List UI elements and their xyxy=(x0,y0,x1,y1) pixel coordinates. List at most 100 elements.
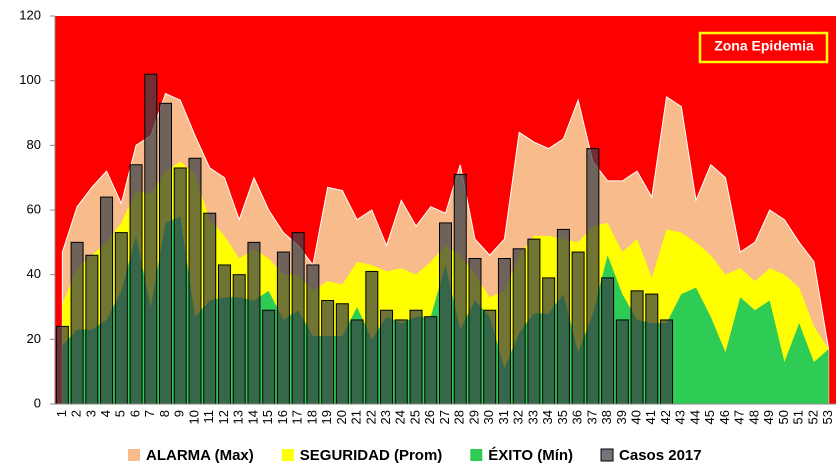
legend-label: Casos 2017 xyxy=(619,447,702,464)
x-tick-label: 47 xyxy=(732,410,747,424)
bar xyxy=(291,232,305,405)
x-tick-label: 41 xyxy=(643,410,658,424)
bar xyxy=(615,319,629,405)
x-tick-label: 7 xyxy=(142,410,157,417)
x-tick-label: 38 xyxy=(599,410,614,424)
x-tick-label: 19 xyxy=(319,410,334,424)
x-tick-label: 45 xyxy=(702,410,717,424)
bar xyxy=(497,258,511,405)
bar xyxy=(512,248,526,405)
bar xyxy=(586,148,600,405)
bar xyxy=(262,309,276,405)
x-tick-label: 1 xyxy=(54,410,69,417)
x-tick-label: 23 xyxy=(378,410,393,424)
x-tick-label: 8 xyxy=(157,410,172,417)
x-tick-label: 10 xyxy=(186,410,201,424)
bar xyxy=(468,258,482,405)
y-tick-label: 120 xyxy=(19,7,41,22)
legend-swatch xyxy=(470,449,483,461)
x-tick-label: 29 xyxy=(466,410,481,424)
bar xyxy=(55,325,69,405)
x-tick-label: 51 xyxy=(791,410,806,424)
x-tick-label: 33 xyxy=(525,410,540,424)
legend-swatch xyxy=(600,448,614,462)
x-tick-label: 27 xyxy=(437,410,452,424)
y-tick-label: 20 xyxy=(27,331,41,346)
x-tick-label: 49 xyxy=(761,410,776,424)
bar xyxy=(365,270,379,405)
x-tick-label: 12 xyxy=(216,410,231,424)
bar xyxy=(100,196,114,405)
bar xyxy=(660,319,674,405)
x-tick-label: 53 xyxy=(820,410,835,424)
bar xyxy=(217,264,231,405)
x-tick-label: 15 xyxy=(260,410,275,424)
bar xyxy=(188,157,202,405)
x-tick-label: 13 xyxy=(231,410,246,424)
x-tick-label: 34 xyxy=(540,410,555,424)
bar xyxy=(159,102,173,405)
bar xyxy=(306,264,320,405)
y-tick-label: 80 xyxy=(27,137,41,152)
x-tick-label: 22 xyxy=(363,410,378,424)
x-tick-label: 17 xyxy=(290,410,305,424)
annotation: Zona Epidemia xyxy=(714,38,814,54)
bar xyxy=(85,254,99,405)
x-tick-label: 25 xyxy=(407,410,422,424)
x-tick-label: 24 xyxy=(393,410,408,424)
bar xyxy=(114,232,128,405)
x-tick-label: 9 xyxy=(172,410,187,417)
bar xyxy=(542,277,556,405)
x-tick-label: 40 xyxy=(629,410,644,424)
x-tick-label: 35 xyxy=(555,410,570,424)
bar xyxy=(70,241,84,405)
x-tick-label: 4 xyxy=(98,410,113,417)
legend-label: ÉXITO (Mín) xyxy=(488,447,573,464)
bar xyxy=(556,228,570,405)
x-tick-label: 16 xyxy=(275,410,290,424)
bar xyxy=(630,290,644,405)
x-tick-label: 20 xyxy=(334,410,349,424)
x-tick-label: 42 xyxy=(658,410,673,424)
y-tick-label: 100 xyxy=(19,72,41,87)
x-tick-label: 44 xyxy=(687,410,702,424)
legend-swatch xyxy=(128,449,140,461)
x-tick-label: 26 xyxy=(422,410,437,424)
x-tick-label: 32 xyxy=(511,410,526,424)
x-tick-label: 11 xyxy=(201,410,216,424)
bar xyxy=(645,293,659,405)
bar xyxy=(144,73,158,405)
legend-label: SEGURIDAD (Prom) xyxy=(300,447,443,464)
bar xyxy=(527,238,541,405)
bar xyxy=(424,316,438,405)
x-tick-label: 28 xyxy=(452,410,467,424)
x-tick-label: 31 xyxy=(496,410,511,424)
x-tick-label: 2 xyxy=(69,410,84,417)
y-tick-label: 60 xyxy=(27,201,41,216)
x-tick-label: 39 xyxy=(614,410,629,424)
bar xyxy=(571,251,585,405)
series-layer xyxy=(55,31,830,405)
x-tick-label: 52 xyxy=(805,410,820,424)
bar xyxy=(321,300,335,405)
bar xyxy=(439,222,452,405)
bar xyxy=(350,319,364,405)
x-tick-label: 46 xyxy=(717,410,732,424)
bar xyxy=(483,309,497,405)
bar xyxy=(232,274,246,405)
x-tick-label: 21 xyxy=(349,410,364,424)
bar xyxy=(335,303,349,405)
x-tick-label: 5 xyxy=(113,410,128,417)
x-tick-label: 43 xyxy=(673,410,688,424)
annotation-box xyxy=(698,31,829,64)
bar xyxy=(380,309,394,405)
bar xyxy=(453,173,467,405)
x-tick-label: 50 xyxy=(776,410,791,424)
x-tick-label: 6 xyxy=(127,410,142,417)
bar xyxy=(601,277,615,405)
bar xyxy=(203,212,217,405)
x-tick-label: 3 xyxy=(83,410,98,417)
bar xyxy=(394,319,408,405)
legend-swatch xyxy=(281,449,294,461)
